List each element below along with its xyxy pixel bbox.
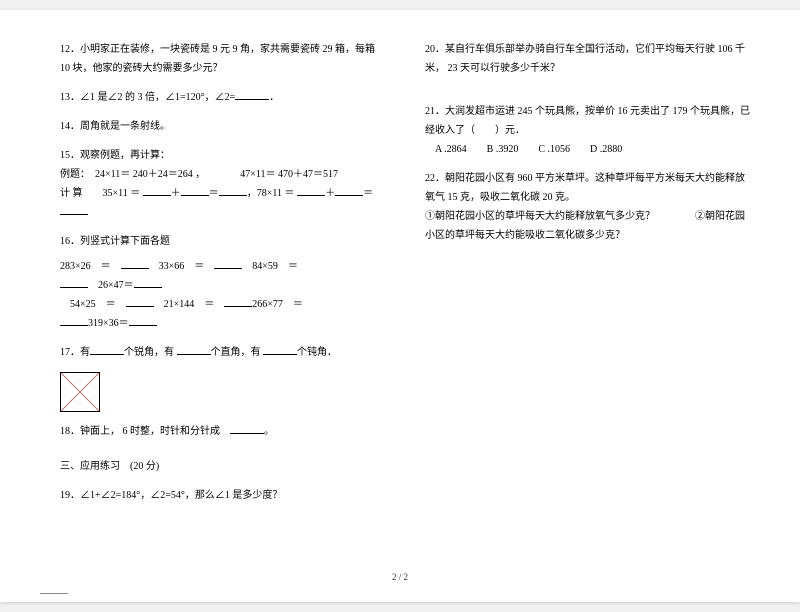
q17-bl3	[263, 346, 297, 355]
q15c-b: ＋	[171, 188, 181, 199]
q16-row4: 319×36＝	[60, 314, 385, 333]
q16r3a: 54×25 ＝	[60, 299, 126, 310]
q18b: 。	[264, 426, 274, 437]
q15-ex2: 47×11＝ 470＋47＝517	[240, 169, 338, 180]
section-3-heading: 三、应用练习 (20 分)	[60, 457, 385, 476]
q16r4a: 319×36＝	[88, 318, 129, 329]
q16r2a: 26×47＝	[88, 280, 134, 291]
q15: 15．观察例题，再计算： 例题： 24×11＝ 240＋24＝264 ， 47×…	[60, 146, 385, 222]
q15-blank2	[181, 187, 209, 196]
q15-blank5	[335, 187, 363, 196]
q16-title: 16．列竖式计算下面各题	[60, 232, 385, 251]
q22-text: 22．朝阳花园小区有 960 平方米草坪。这种草坪每平方米每天大约能释放氧气 1…	[425, 169, 750, 207]
page-footer: 2 / 2	[0, 569, 800, 586]
q15-calc: 计 算 35×11 ＝ ＋ ＝ ，78×11 ＝ ＋ ＝	[60, 184, 385, 222]
q15-example: 例题： 24×11＝ 240＋24＝264 ， 47×11＝ 470＋47＝51…	[60, 165, 385, 184]
q15c-f: ＝	[363, 188, 373, 199]
content-columns: 12．小明家正在装修，一块瓷砖是 9 元 9 角，家共需要瓷砖 29 箱，每箱 …	[60, 40, 750, 540]
q16r1b: 33×66 ＝	[149, 261, 215, 272]
q16-b2	[214, 260, 242, 269]
worksheet-page: 12．小明家正在装修，一块瓷砖是 9 元 9 角，家共需要瓷砖 29 箱，每箱 …	[0, 10, 800, 602]
q21: 21．大润发超市运进 245 个玩具熊，按单价 16 元卖出了 179 个玩具熊…	[425, 102, 750, 159]
q19: 19．∠1+∠2=184°，∠2=54°，那么∠1 是多少度？	[60, 486, 385, 505]
q16-b6	[224, 298, 252, 307]
q15-blank1	[143, 187, 171, 196]
q15c-d: ，78×11 ＝	[247, 188, 297, 199]
q15-ex1: 例题： 24×11＝ 240＋24＝264 ，	[60, 169, 200, 180]
q16r3c: 266×77 ＝	[252, 299, 303, 310]
q16r1c: 84×59 ＝	[242, 261, 298, 272]
q21-options: A .2864 B .3920 C .1056 D .2880	[425, 140, 750, 159]
q13-blank	[235, 91, 269, 100]
q13-end: ．	[269, 92, 279, 103]
q13: 13．∠1 是∠2 的 3 倍，∠1=120°，∠2= ．	[60, 88, 385, 107]
q16-row1: 283×26 ＝ 33×66 ＝ 84×59 ＝	[60, 257, 385, 276]
q13-text: 13．∠1 是∠2 的 3 倍，∠1=120°，∠2=	[60, 92, 235, 103]
q12: 12．小明家正在装修，一块瓷砖是 9 元 9 角，家共需要瓷砖 29 箱，每箱 …	[60, 40, 385, 78]
q16r1a: 283×26 ＝	[60, 261, 121, 272]
q22-sub: ①朝阳花园小区的草坪每天大约能释放氧气多少克？ ②朝阳花园小区的草坪每天大约能吸…	[425, 207, 750, 245]
q16-b3	[60, 279, 88, 288]
q18a: 18．钟面上， 6 时整，时针和分针成	[60, 426, 230, 437]
q16-row3: 54×25 ＝ 21×144 ＝ 266×77 ＝	[60, 295, 385, 314]
footer-mark	[40, 593, 68, 594]
q17-square-figure	[60, 372, 100, 412]
q18-blank	[230, 425, 264, 434]
q14: 14．周角就是一条射线。	[60, 117, 385, 136]
q16r3b: 21×144 ＝	[154, 299, 225, 310]
q20: 20．某自行车俱乐部举办骑自行车全国行活动，它们平均每天行驶 106 千米， 2…	[425, 40, 750, 78]
q16: 16．列竖式计算下面各题 283×26 ＝ 33×66 ＝ 84×59 ＝ 26…	[60, 232, 385, 333]
q18: 18．钟面上， 6 时整，时针和分针成 。	[60, 422, 385, 441]
q15c-e: ＋	[325, 188, 335, 199]
q16-b7	[60, 317, 88, 326]
q15-title: 15．观察例题，再计算：	[60, 146, 385, 165]
q15-blank3	[219, 187, 247, 196]
q15-blank4	[297, 187, 325, 196]
q15c-a: 计 算 35×11 ＝	[60, 188, 143, 199]
q16-b1	[121, 260, 149, 269]
q15-blank6	[60, 206, 88, 215]
q17c: 个直角，有	[211, 347, 264, 358]
q16-b5	[126, 298, 154, 307]
q15c-c: ＝	[209, 188, 219, 199]
q16-b8	[129, 317, 157, 326]
q17b: 个锐角，有	[124, 347, 177, 358]
q21-text: 21．大润发超市运进 245 个玩具熊，按单价 16 元卖出了 179 个玩具熊…	[425, 102, 750, 140]
q22: 22．朝阳花园小区有 960 平方米草坪。这种草坪每平方米每天大约能释放氧气 1…	[425, 169, 750, 245]
q16-b4	[134, 279, 162, 288]
q17d: 个钝角．	[297, 347, 337, 358]
q17-bl2	[177, 346, 211, 355]
q17a: 17．有	[60, 347, 90, 358]
q17: 17．有 个锐角，有 个直角，有 个钝角．	[60, 343, 385, 362]
q16-row2: 26×47＝	[60, 276, 385, 295]
q17-bl1	[90, 346, 124, 355]
